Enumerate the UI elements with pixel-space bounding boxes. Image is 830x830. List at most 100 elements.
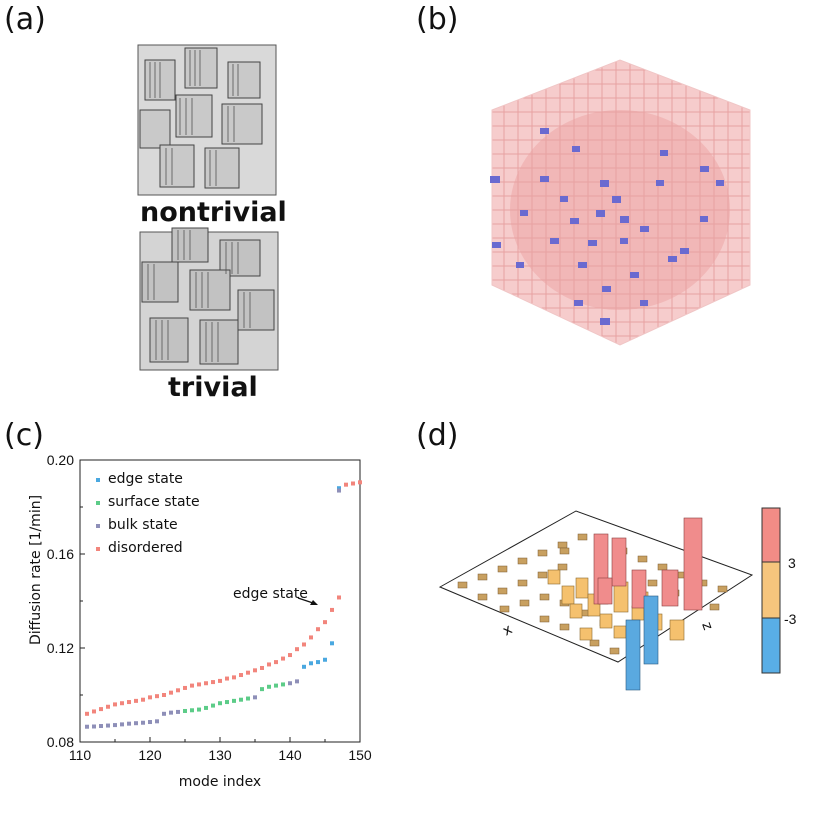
data-point-surface-state <box>225 700 229 705</box>
data-point-bulk-state <box>176 709 180 714</box>
colorbar-tick-high: 3 <box>788 555 796 571</box>
data-point-disordered <box>253 668 257 673</box>
legend-label: disordered <box>108 540 183 556</box>
data-point-bulk-state <box>337 488 341 493</box>
x-tick-label: 130 <box>208 747 232 763</box>
data-point-bulk-state <box>169 710 173 715</box>
data-point-edge-state <box>330 641 334 646</box>
data-point-bulk-state <box>127 721 131 726</box>
data-point-disordered <box>99 707 103 712</box>
data-point-bulk-state <box>288 681 292 686</box>
data-point-disordered <box>288 653 292 658</box>
data-point-disordered <box>197 682 201 687</box>
data-points <box>85 480 362 729</box>
annotation-label: edge state <box>233 586 308 602</box>
data-point-disordered <box>232 675 236 680</box>
data-point-surface-state <box>239 697 243 702</box>
legend-label: edge state <box>108 471 183 487</box>
data-point-disordered <box>316 627 320 632</box>
data-point-bulk-state <box>120 722 124 727</box>
annotation-arrowhead <box>310 600 318 605</box>
data-point-disordered <box>323 620 327 625</box>
data-point-disordered <box>148 695 152 700</box>
y-axis-label: Diffusion rate [1/min] <box>28 495 44 645</box>
red-bars <box>593 517 703 611</box>
data-point-disordered <box>344 482 348 487</box>
data-point-surface-state <box>260 687 264 692</box>
data-point-surface-state <box>211 703 215 708</box>
data-point-edge-state <box>302 664 306 669</box>
data-point-surface-state <box>204 705 208 710</box>
data-point-disordered <box>218 678 222 683</box>
data-point-disordered <box>204 681 208 686</box>
legend-marker <box>96 501 100 505</box>
data-point-disordered <box>127 700 131 705</box>
data-point-disordered <box>190 683 194 688</box>
y-tick-label: 0.20 <box>47 452 74 468</box>
data-point-surface-state <box>183 708 187 713</box>
axis-x-label: x <box>500 621 515 639</box>
blue-bars <box>625 595 659 691</box>
data-point-disordered <box>141 697 145 702</box>
data-point-disordered <box>176 688 180 693</box>
data-point-bulk-state <box>148 720 152 725</box>
data-point-disordered <box>281 656 285 661</box>
legend-marker <box>96 478 100 482</box>
legend-marker <box>96 547 100 551</box>
axis-ticks: 110 120 130 140 150 0.08 0.12 0.16 0.20 <box>47 452 372 763</box>
data-point-bulk-state <box>106 723 110 728</box>
legend-label: surface state <box>108 494 200 510</box>
data-point-disordered <box>211 680 215 685</box>
colorbar-tick-low: -3 <box>784 611 797 627</box>
legend-marker <box>96 524 100 528</box>
data-point-edge-state <box>337 486 341 491</box>
y-tick-label: 0.16 <box>47 546 74 562</box>
data-point-surface-state <box>246 696 250 701</box>
data-point-edge-state <box>309 661 313 666</box>
data-point-bulk-state <box>85 724 89 729</box>
x-tick-label: 140 <box>278 747 302 763</box>
data-point-disordered <box>309 635 313 640</box>
data-point-disordered <box>295 647 299 652</box>
data-point-disordered <box>330 607 334 612</box>
x-tick-label: 120 <box>138 747 162 763</box>
axis-z-label: z <box>698 620 716 632</box>
data-point-disordered <box>274 660 278 665</box>
data-point-disordered <box>155 694 159 699</box>
data-point-bulk-state <box>113 723 117 728</box>
data-point-disordered <box>169 690 173 695</box>
data-point-disordered <box>134 698 138 703</box>
panel-b-label: (b) <box>416 2 459 37</box>
data-point-bulk-state <box>134 721 138 726</box>
data-point-surface-state <box>190 708 194 713</box>
data-point-bulk-state <box>162 711 166 716</box>
data-point-surface-state <box>218 701 222 706</box>
data-point-disordered <box>92 709 96 714</box>
data-point-disordered <box>267 662 271 667</box>
data-point-bulk-state <box>141 720 145 725</box>
panel-d-label: (d) <box>416 418 459 453</box>
y-tick-label: 0.08 <box>47 734 74 750</box>
y-tick-label: 0.12 <box>47 640 74 656</box>
nontrivial-caption: nontrivial <box>140 197 287 228</box>
data-point-disordered <box>183 685 187 690</box>
data-point-edge-state <box>316 660 320 665</box>
data-point-disordered <box>162 693 166 697</box>
data-point-surface-state <box>281 682 285 687</box>
data-point-disordered <box>351 481 355 486</box>
data-point-disordered <box>260 665 264 670</box>
data-point-bulk-state <box>253 695 257 700</box>
data-point-disordered <box>225 676 229 681</box>
data-point-disordered <box>113 702 117 707</box>
x-tick-label: 150 <box>348 747 372 763</box>
data-point-disordered <box>302 642 306 647</box>
x-tick-label: 110 <box>69 747 92 763</box>
data-point-disordered <box>239 673 243 678</box>
data-point-bulk-state <box>295 679 299 684</box>
data-point-disordered <box>337 595 341 600</box>
panel-c-label: (c) <box>4 418 44 453</box>
data-point-bulk-state <box>92 724 96 729</box>
panel-a-label: (a) <box>4 2 46 37</box>
